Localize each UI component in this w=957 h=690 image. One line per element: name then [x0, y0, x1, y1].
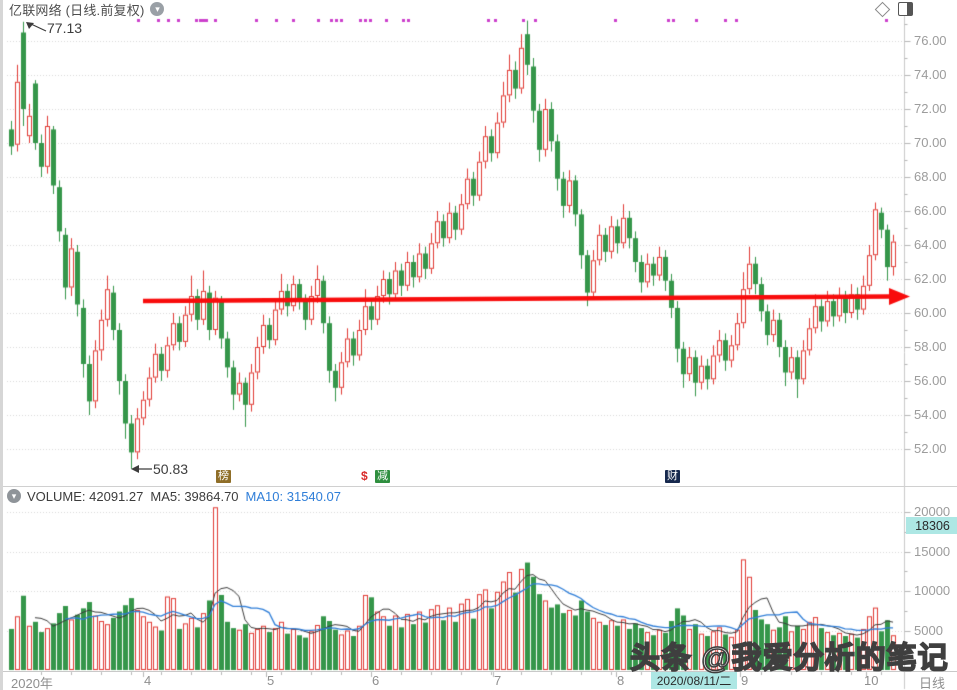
- volume-tick-label: 20000: [914, 504, 951, 519]
- x-axis-label: 日线: [919, 676, 946, 690]
- price-tick-label: 68.00: [914, 169, 947, 184]
- event-badge-rank[interactable]: 榜: [216, 470, 231, 483]
- event-badge-dollar-icon[interactable]: $: [361, 469, 368, 483]
- x-axis-label: 5: [267, 673, 275, 688]
- price-tick-label: 56.00: [914, 373, 947, 388]
- chart-canvas[interactable]: [3, 0, 957, 690]
- diamond-tool-icon[interactable]: [874, 1, 891, 17]
- watermark: 头条 @我爱分析的笔记: [629, 641, 949, 676]
- price-tick-label: 74.00: [914, 67, 947, 82]
- price-tick-label: 70.00: [914, 135, 947, 150]
- x-axis-label: 6: [372, 673, 380, 688]
- volume-collapse-icon[interactable]: ▾: [7, 489, 21, 503]
- price-tick-label: 54.00: [914, 407, 947, 422]
- price-tick-label: 52.00: [914, 441, 947, 456]
- volume-tick-label: 15000: [914, 543, 951, 559]
- price-tick-label: 64.00: [914, 237, 947, 252]
- header-toolbar: [874, 1, 913, 17]
- collapse-pane-icon[interactable]: ▾: [150, 2, 165, 16]
- x-axis-label: 9: [741, 673, 749, 688]
- x-axis-label: 10: [864, 673, 879, 688]
- price-tick-label: 62.00: [914, 271, 947, 286]
- volume-tick-label: 10000: [914, 583, 951, 598]
- high-annotation: 77.13: [47, 20, 83, 36]
- chart-header: 亿联网络 (日线.前复权) ▾: [9, 1, 165, 18]
- volume-ma5-value: MA5: 39864.70: [150, 488, 239, 504]
- price-tick-label: 66.00: [914, 203, 947, 218]
- panel-toggle-icon[interactable]: [898, 2, 913, 16]
- price-tick-label: 72.00: [914, 101, 947, 116]
- crosshair-date-badge: 2020/08/11/二: [651, 672, 737, 689]
- x-axis-label: 4: [144, 673, 152, 688]
- volume-header: ▾ VOLUME: 42091.27 MA5: 39864.70 MA10: 3…: [7, 488, 348, 504]
- volume-value: VOLUME: 42091.27: [27, 488, 144, 504]
- stock-title: 亿联网络 (日线.前复权): [9, 2, 145, 18]
- x-axis-label: 7: [494, 673, 502, 688]
- high-annotation-arrow-icon: [26, 22, 47, 32]
- low-annotation-arrow-icon: [131, 465, 152, 473]
- volume-tick-label: 5000: [914, 622, 943, 638]
- volume-ma10-value: MA10: 31540.07: [245, 488, 341, 504]
- x-axis-label: 2020年: [11, 676, 53, 690]
- volume-current-badge: 18306: [906, 517, 957, 534]
- price-tick-label: 76.00: [914, 33, 947, 48]
- event-badge-reduce[interactable]: 减: [375, 470, 390, 483]
- x-axis-label: 8: [617, 673, 625, 688]
- event-badge-finance[interactable]: 财: [665, 470, 680, 483]
- x-axis-band: [3, 671, 957, 690]
- low-annotation: 50.83: [153, 461, 189, 477]
- price-tick-label: 58.00: [914, 339, 947, 354]
- price-tick-label: 60.00: [914, 305, 947, 320]
- pane-divider: [3, 486, 957, 487]
